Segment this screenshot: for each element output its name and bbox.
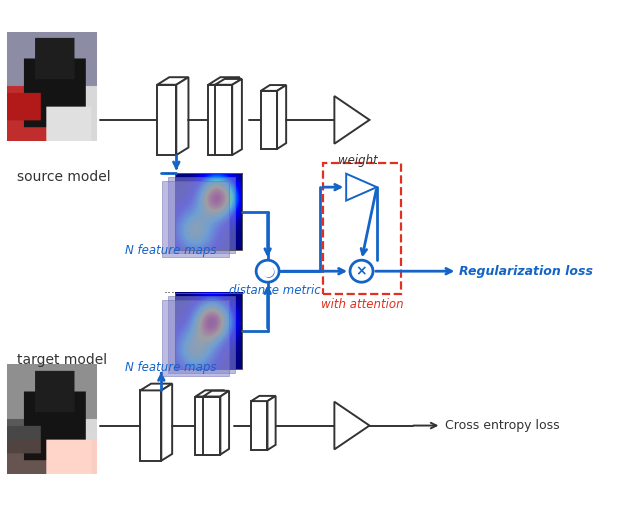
Text: with attention: with attention xyxy=(321,298,403,311)
Polygon shape xyxy=(232,79,242,155)
Polygon shape xyxy=(161,383,172,461)
Polygon shape xyxy=(203,391,229,396)
Bar xyxy=(168,296,236,373)
Polygon shape xyxy=(277,85,286,149)
Polygon shape xyxy=(208,85,227,155)
Text: distance metric: distance metric xyxy=(229,284,321,297)
Polygon shape xyxy=(227,77,239,155)
Bar xyxy=(175,173,242,250)
Polygon shape xyxy=(195,396,214,455)
Polygon shape xyxy=(334,402,369,450)
Polygon shape xyxy=(220,391,229,455)
Polygon shape xyxy=(260,85,286,91)
Text: target model: target model xyxy=(17,353,107,367)
Text: N feature maps: N feature maps xyxy=(125,361,217,374)
Text: weight: weight xyxy=(339,154,378,167)
Polygon shape xyxy=(157,85,176,155)
Polygon shape xyxy=(140,390,161,461)
Circle shape xyxy=(261,265,274,277)
Polygon shape xyxy=(215,85,232,155)
Polygon shape xyxy=(251,401,268,450)
Polygon shape xyxy=(157,77,188,85)
Bar xyxy=(162,181,229,257)
Polygon shape xyxy=(334,96,369,144)
Circle shape xyxy=(256,260,279,282)
Polygon shape xyxy=(195,390,225,396)
Text: ...: ... xyxy=(163,164,175,177)
Bar xyxy=(168,177,236,254)
Polygon shape xyxy=(176,77,188,155)
Polygon shape xyxy=(215,79,242,85)
Text: Cross entropy loss: Cross entropy loss xyxy=(445,419,559,432)
Bar xyxy=(162,300,229,376)
Text: ○: ○ xyxy=(261,264,275,279)
Polygon shape xyxy=(214,390,225,455)
Polygon shape xyxy=(268,396,276,450)
Polygon shape xyxy=(260,91,277,149)
Polygon shape xyxy=(203,396,220,455)
Text: ×: × xyxy=(356,264,367,278)
Bar xyxy=(175,293,242,369)
Polygon shape xyxy=(140,383,172,390)
Polygon shape xyxy=(208,77,239,85)
Polygon shape xyxy=(346,173,377,201)
Text: N feature maps: N feature maps xyxy=(125,244,217,257)
Circle shape xyxy=(350,260,373,282)
Text: source model: source model xyxy=(17,170,110,184)
Text: Regularization loss: Regularization loss xyxy=(460,265,593,278)
Polygon shape xyxy=(251,396,276,401)
Text: ...: ... xyxy=(163,283,175,296)
Bar xyxy=(323,163,401,294)
